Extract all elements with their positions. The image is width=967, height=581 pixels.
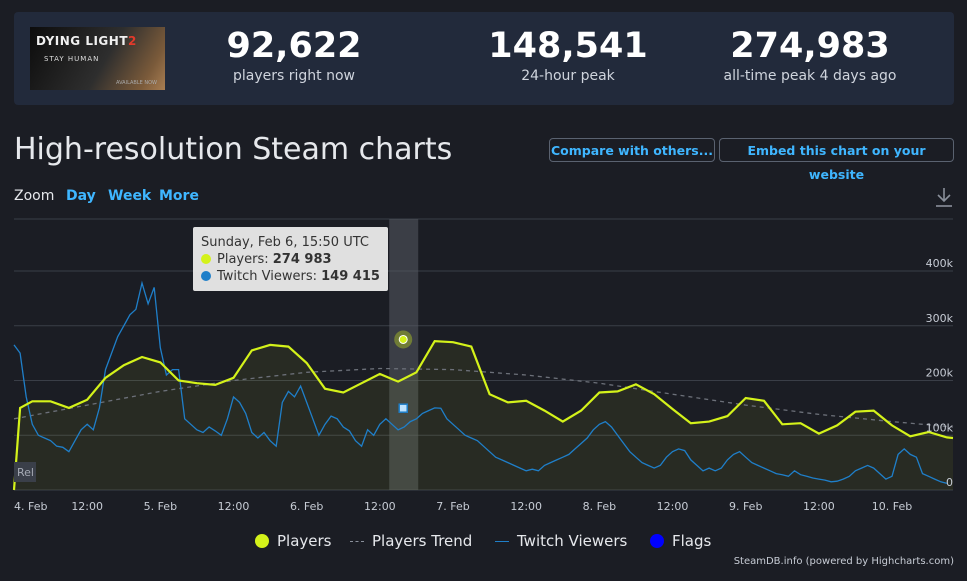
download-icon[interactable] <box>934 186 954 208</box>
rel-label: Rel <box>17 466 34 479</box>
legend-trend[interactable]: Players Trend <box>350 532 472 550</box>
logo-title: DYING LIGHT2 <box>36 34 137 48</box>
legend-players[interactable]: Players <box>255 532 332 550</box>
flags-legend-icon <box>650 534 664 548</box>
twitch-legend-icon <box>495 540 509 542</box>
legend-twitch[interactable]: Twitch Viewers <box>495 532 627 550</box>
x-tick-label: 7. Feb <box>436 500 469 513</box>
page-title: High-resolution Steam charts <box>14 132 453 167</box>
stat-label: all-time peak 4 days ago <box>723 68 897 84</box>
trend-legend-icon <box>350 540 364 542</box>
zoom-more-button[interactable]: More <box>159 188 199 204</box>
players-chart[interactable]: 4. Feb 12:00 5. Feb 12:00 6. Feb 12:00 7. Feb 1… <box>0 215 967 520</box>
y-tick-label: 300k <box>926 312 954 325</box>
compare-button[interactable]: Compare with others... <box>549 138 715 162</box>
x-tick-label: 12:00 <box>364 500 396 513</box>
stat-24h-peak: 148,541 24-hour peak <box>458 26 678 84</box>
x-tick-label: 12:00 <box>803 500 835 513</box>
twitch-peak-marker <box>398 403 408 413</box>
y-tick-label: 0 <box>946 476 953 489</box>
players-legend-icon <box>255 534 269 548</box>
stat-all-time-peak: 274,983 all-time peak 4 days ago <box>700 26 920 84</box>
tooltip-players-row: Players: 274 983 <box>201 251 380 268</box>
stat-current-players: 92,622 players right now <box>184 26 404 84</box>
y-tick-label: 200k <box>926 367 954 380</box>
x-tick-label: 12:00 <box>657 500 689 513</box>
x-tick-label: 9. Feb <box>729 500 762 513</box>
chart-tooltip: Sunday, Feb 6, 15:50 UTC Players: 274 98… <box>193 227 388 291</box>
zoom-label: Zoom <box>14 188 55 204</box>
players-area <box>14 341 953 490</box>
zoom-week-button[interactable]: Week <box>108 188 152 204</box>
x-tick-label: 6. Feb <box>290 500 323 513</box>
hover-band <box>389 219 419 490</box>
stats-panel: DYING LIGHT2 STAY HUMAN AVAILABLE NOW 92… <box>14 12 954 105</box>
x-tick-label: 12:00 <box>510 500 542 513</box>
stat-value: 274,983 <box>730 26 890 66</box>
twitch-dot-icon <box>201 271 211 281</box>
x-tick-label: 12:00 <box>218 500 250 513</box>
stat-value: 92,622 <box>226 26 362 66</box>
x-tick-label: 10. Feb <box>872 500 912 513</box>
credit-text: SteamDB.info (powered by Highcharts.com) <box>733 556 954 567</box>
x-tick-label: 4. Feb <box>14 500 47 513</box>
embed-button[interactable]: Embed this chart on your website <box>719 138 954 182</box>
x-tick-label: 12:00 <box>71 500 103 513</box>
x-tick-label: 8. Feb <box>583 500 616 513</box>
rel-badge[interactable] <box>14 462 36 482</box>
players-peak-marker <box>398 334 408 344</box>
y-tick-label: 400k <box>926 257 954 270</box>
zoom-day-button[interactable]: Day <box>66 188 96 204</box>
tooltip-twitch-row: Twitch Viewers: 149 415 <box>201 268 380 285</box>
legend-flags[interactable]: Flags <box>650 532 711 550</box>
stat-label: players right now <box>233 68 355 84</box>
tooltip-date: Sunday, Feb 6, 15:50 UTC <box>201 235 369 250</box>
stat-value: 148,541 <box>488 26 648 66</box>
logo-subtitle: STAY HUMAN <box>44 55 100 63</box>
players-trend-line <box>13 367 954 428</box>
stat-label: 24-hour peak <box>521 68 615 84</box>
players-line <box>12 339 954 491</box>
logo-footer: AVAILABLE NOW <box>115 80 157 86</box>
y-tick-label: 100k <box>926 421 954 434</box>
x-tick-label: 5. Feb <box>144 500 177 513</box>
game-logo[interactable]: DYING LIGHT2 STAY HUMAN AVAILABLE NOW <box>30 27 165 90</box>
players-dot-icon <box>201 254 211 264</box>
